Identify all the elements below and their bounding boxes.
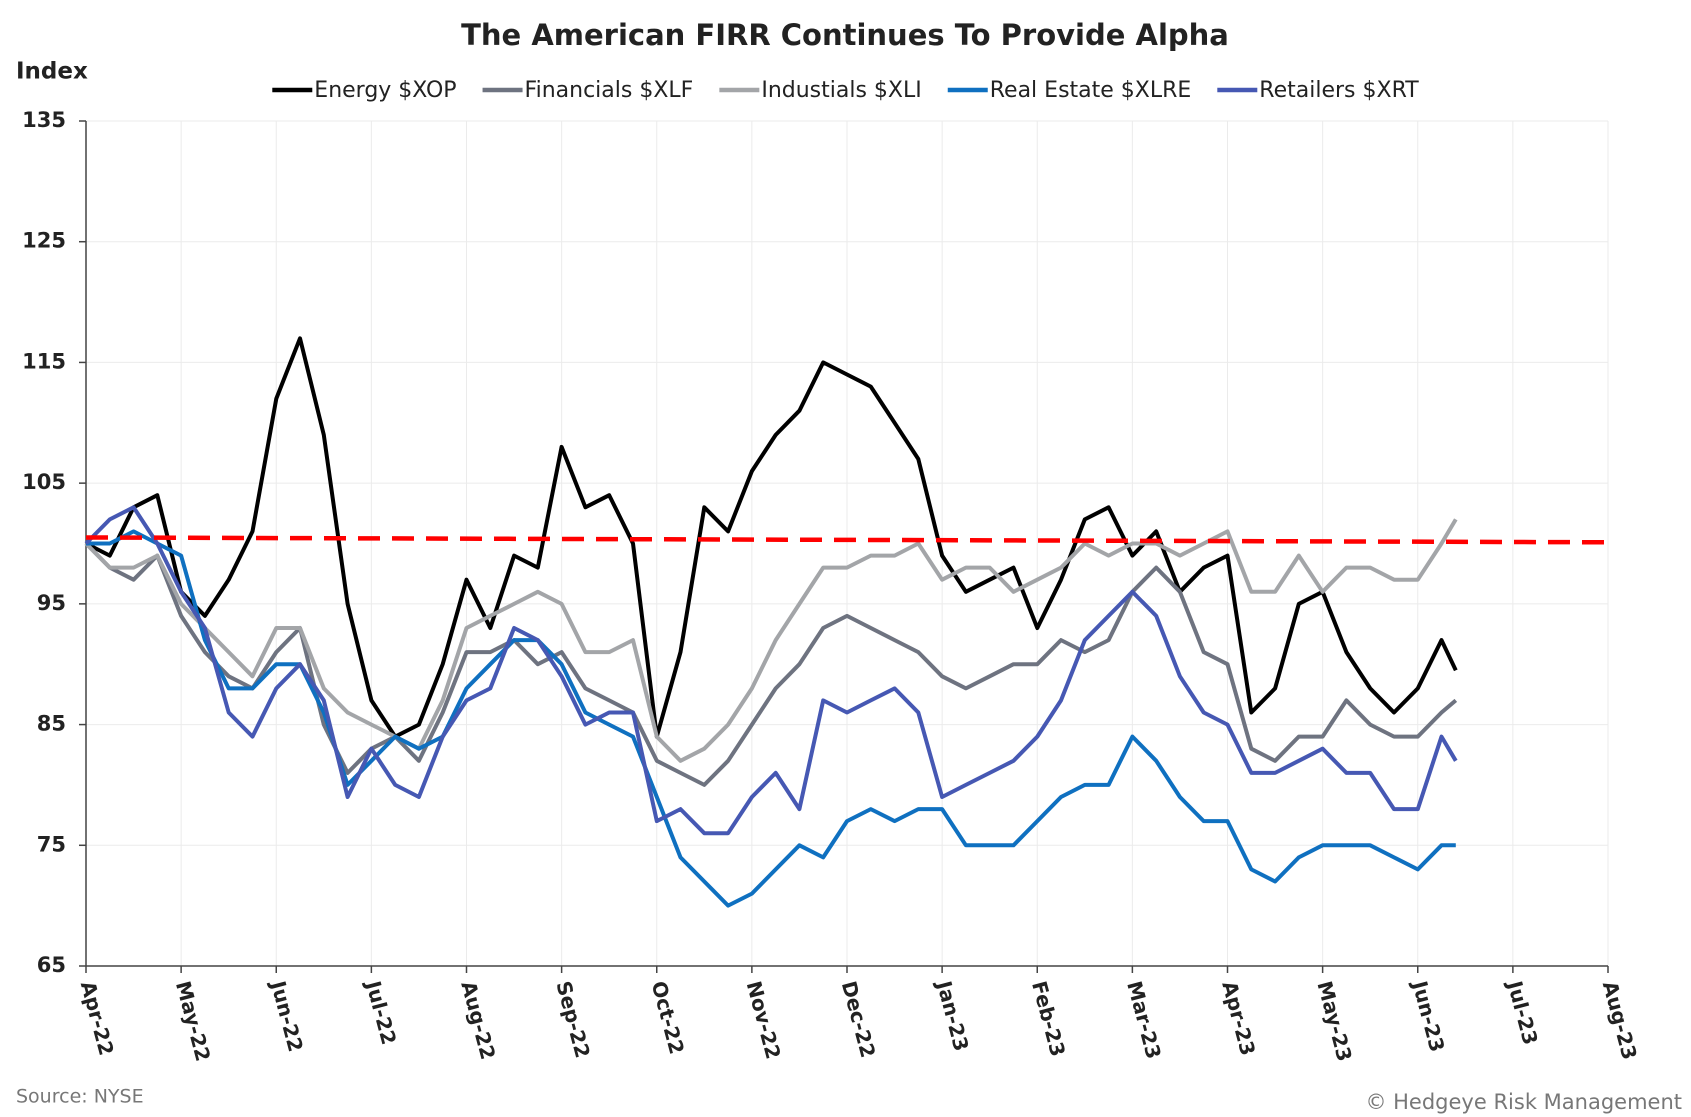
reference-line — [85, 535, 1609, 545]
x-tick-label: Aug-23 — [1598, 979, 1642, 1063]
x-tick-label: Nov-22 — [742, 979, 786, 1062]
x-tick-label: Jul-22 — [361, 977, 401, 1048]
x-tick-label: Aug-22 — [456, 979, 500, 1063]
x-tick-label: Sep-22 — [551, 979, 594, 1061]
x-tick-label: Apr-23 — [1217, 979, 1260, 1058]
x-tick-label: May-22 — [171, 979, 215, 1064]
x-tick-label: Mar-23 — [1122, 979, 1166, 1062]
chart-title: The American FIRR Continues To Provide A… — [461, 18, 1229, 52]
source: Source: NYSE — [16, 1086, 144, 1108]
y-tick-label: 105 — [22, 470, 66, 494]
x-tick-label: Dec-22 — [837, 979, 880, 1061]
y-tick-label: 85 — [37, 712, 66, 736]
x-tick-label: Jun-23 — [1407, 977, 1449, 1055]
x-tick-label: Oct-22 — [647, 979, 689, 1057]
legend: Energy $XOP Financials $XLF Industials $XL… — [272, 78, 1419, 103]
x-tick-label: Feb-23 — [1027, 979, 1070, 1059]
x-tick-label: Jul-23 — [1502, 977, 1542, 1048]
y-tick-label: 125 — [22, 229, 66, 253]
x-tick-label: Jun-22 — [266, 977, 308, 1055]
legend-label: Retailers $XRT — [1259, 78, 1419, 103]
legend-label: Energy $XOP — [314, 78, 456, 103]
x-tick-label: Apr-22 — [76, 979, 119, 1058]
legend-label: Industials $XLI — [761, 78, 921, 103]
y-tick-label: 95 — [37, 591, 66, 615]
series-line — [86, 529, 1456, 908]
y-tick-label: 75 — [37, 832, 66, 856]
series-line — [84, 518, 1458, 763]
x-tick-label: Jan-23 — [931, 977, 973, 1054]
y-axis-label: Index — [16, 59, 88, 85]
y-tick-label: 135 — [22, 108, 66, 132]
series-line — [84, 505, 1458, 836]
legend-label: Real Estate $XLRE — [990, 78, 1192, 103]
x-tick-label: May-23 — [1312, 979, 1356, 1064]
y-tick-label: 65 — [37, 953, 66, 977]
series-line — [85, 336, 1458, 739]
y-tick-label: 115 — [22, 349, 66, 373]
credit: © Hedgeye Risk Management — [1365, 1090, 1682, 1114]
legend-label: Financials $XLF — [525, 78, 694, 103]
